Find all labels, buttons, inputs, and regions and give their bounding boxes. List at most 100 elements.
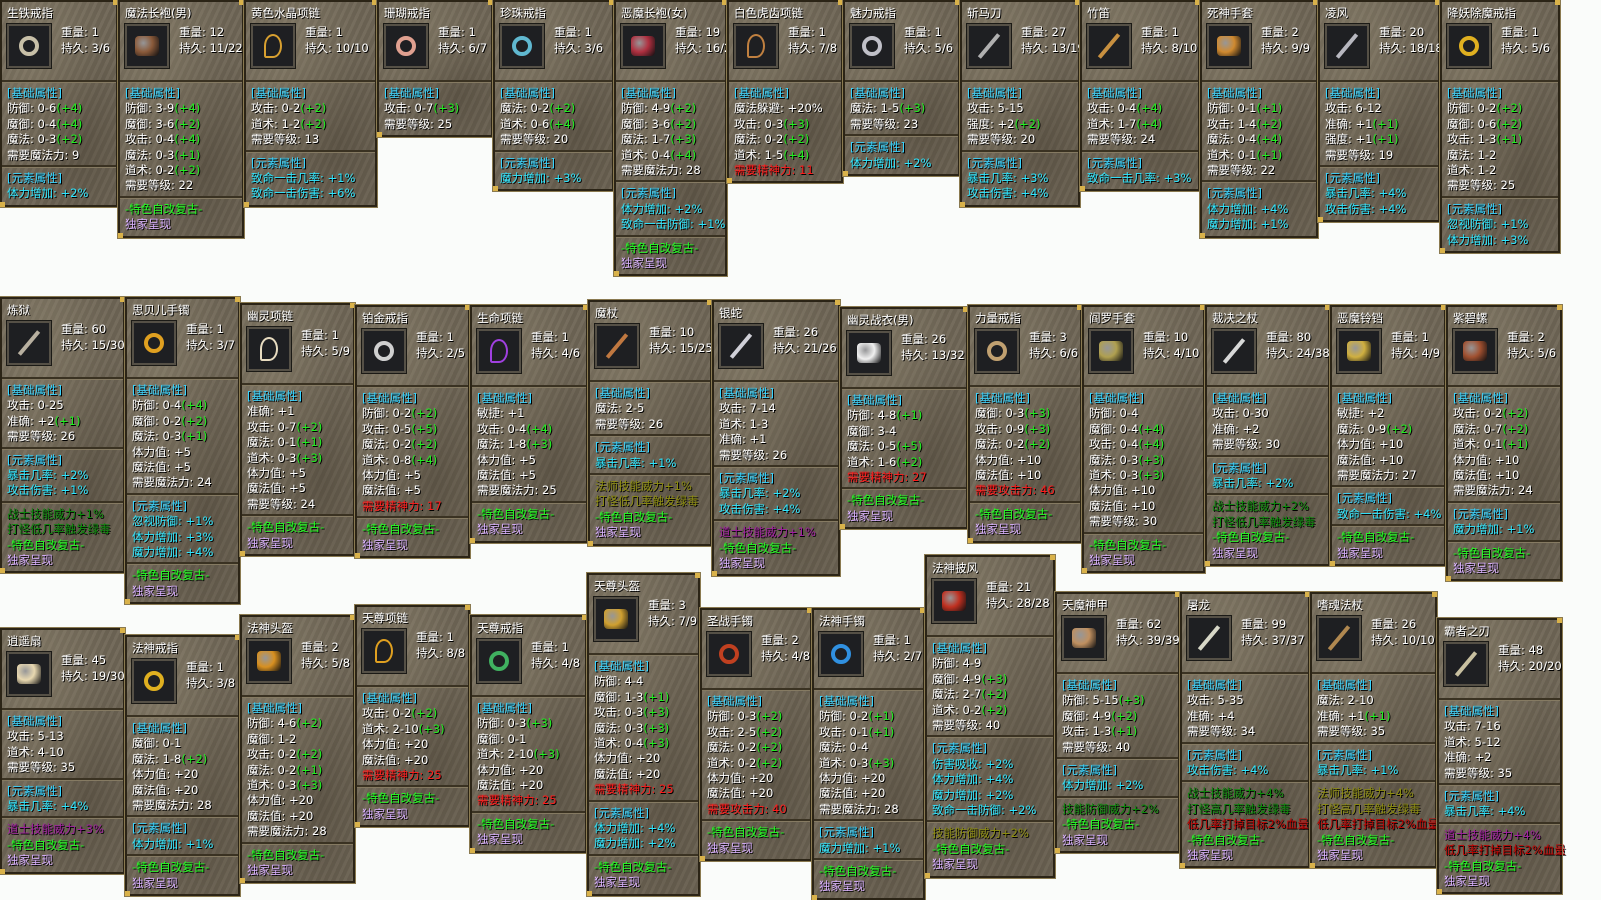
attribute-row: 魔法: 0-9+2 (1337, 422, 1440, 437)
exclusive-tag: 独家呈现 (362, 537, 408, 552)
attribute-row: 魔御: 0-4+4 (1089, 422, 1199, 437)
divider (845, 80, 958, 83)
attribute-row: 魔法: 0-2+2 (362, 437, 464, 452)
item-stats: 重量: 27 持久: 13/19 (1021, 25, 1085, 57)
element-attributes-header: [元素属性] (251, 155, 306, 170)
attribute-row: 攻击: 5-15 (967, 101, 1024, 116)
durability-value: 5/9 (331, 344, 351, 358)
weight-value: 1 (561, 330, 569, 344)
attribute-label: 体力值 (477, 762, 512, 777)
fang-necklace-icon (260, 337, 278, 361)
attribute-value: +20 (289, 808, 314, 823)
attribute-value: +5 (519, 452, 536, 467)
requirement-value: 26 (60, 429, 76, 444)
attribute-label: 攻击 (1444, 719, 1467, 734)
exclusive-tag: 独家呈现 (1089, 553, 1135, 568)
durability-value: 2/7 (903, 649, 923, 663)
attribute-label: 魔法值 (247, 481, 282, 496)
divider (2, 500, 123, 504)
item-icon-slot (476, 638, 522, 684)
element-row: 攻击伤害: +4% (719, 501, 801, 516)
attribute-value: 2-7 (962, 687, 982, 702)
weight-value: 19 (705, 25, 721, 39)
durability-value: 4/10 (1173, 346, 1200, 360)
requirement-value: 30 (1142, 514, 1158, 529)
attribute-value: 1-2 (1477, 163, 1497, 178)
attribute-row: 准确: +1 (719, 432, 767, 447)
element-value: +2% (985, 756, 1014, 771)
durability-row: 持久: 5/6 (904, 41, 954, 55)
element-value: +2% (674, 201, 703, 216)
element-value: +3% (1020, 171, 1049, 186)
blade-icon (977, 33, 1001, 59)
attribute-row: 魔法: 0-2+1 (247, 763, 349, 778)
attribute-row: 魔御: 0-4+4 (7, 117, 112, 132)
attribute-row: 魔法值: +20 (594, 766, 661, 781)
attribute-row: 道术: 0-2+2 (707, 756, 806, 771)
attribute-bonus: +4 (56, 117, 82, 131)
attribute-bonus: +1 (54, 414, 80, 428)
item-tooltip: 银蛇 重量: 26 持久: 21/26 [基础属性] 攻击: 7-14 道术: 1-3 准确… (711, 298, 841, 578)
weight-value: 1 (1171, 25, 1179, 39)
element-value: +2% (985, 787, 1014, 802)
element-value: +1% (648, 455, 677, 470)
custom-tag: -特色自改复古- (132, 860, 210, 875)
attribute-row: 攻击: 0-7+2 (247, 420, 349, 435)
element-value: +4% (1260, 201, 1289, 216)
durability-row: 持久: 13/19 (1021, 41, 1085, 55)
item-icon-slot (131, 320, 177, 366)
divider (242, 841, 353, 845)
attribute-value: 7-14 (749, 401, 776, 416)
divider (616, 180, 725, 184)
attribute-value: 0-4 (1117, 101, 1137, 116)
attribute-label: 道术 (1447, 163, 1470, 178)
attribute-value: 1-2 (1477, 147, 1497, 162)
durability-row: 持久: 4/9 (1391, 346, 1441, 360)
attribute-row: 魔法躲避: +20% (734, 101, 823, 116)
element-value: +3% (1163, 171, 1192, 186)
requirement-value: 28 (312, 824, 327, 839)
item-name: 铂金戒指 (362, 311, 408, 325)
weight-row: 重量: 1 (788, 25, 826, 39)
element-label: 体力增加 (621, 201, 667, 216)
element-row: 体力增加: +2% (621, 201, 703, 216)
attribute-value: 0-3 (624, 705, 644, 720)
element-row: 魔力增加: +1% (819, 840, 901, 855)
item-stats: 重量: 1 持久: 5/6 (904, 25, 953, 57)
attribute-label: 魔法 (595, 401, 618, 416)
attribute-label: 道术 (707, 755, 730, 770)
attribute-value: 1-3 (749, 416, 769, 431)
weight-row: 重量: 27 (1021, 25, 1067, 39)
attribute-label: 体力值 (132, 444, 167, 459)
element-label: 暴击几率 (7, 468, 53, 483)
weight-value: 3 (678, 598, 686, 612)
requirement-label: 需要精神力 (847, 470, 905, 485)
attribute-bonus: +4 (526, 422, 552, 436)
weight-value: 12 (209, 25, 225, 39)
attribute-value: 4-9 (962, 656, 982, 671)
durability-label: 持久 (1141, 41, 1164, 55)
attribute-row: 防御: 0-4 (1089, 406, 1139, 421)
exclusive-tag: 独家呈现 (819, 879, 865, 894)
weight-row: 重量: 80 (1266, 330, 1312, 344)
special-effect: 低几率打掉目标2%血量 (1187, 817, 1309, 832)
custom-tag: -特色自改复古- (1337, 530, 1415, 545)
attribute-bonus: +2 (756, 709, 782, 723)
item-header: 重量: 1 持久: 3/7 (131, 319, 235, 375)
attribute-row: 攻击: 6-12 (1325, 101, 1382, 116)
item-tooltip: 霸者之刃 重量: 48 持久: 20/20 [基础属性] 攻击: 7-16 道术: 5-1… (1436, 616, 1566, 896)
attribute-label: 攻击 (1187, 693, 1210, 708)
element-row: 忽视防御: +1% (132, 514, 214, 529)
attribute-row: 准确: +1+1 (1317, 709, 1431, 724)
weight-label: 重量 (61, 322, 84, 336)
attribute-label: 攻击 (247, 419, 270, 434)
attribute-row: 魔法值: +5 (362, 483, 421, 498)
element-attributes-header: [元素属性] (932, 741, 987, 756)
element-attributes-header: [元素属性] (1187, 747, 1242, 762)
requirement-value: 40 (985, 718, 1001, 733)
attribute-bonus: +2 (411, 437, 437, 451)
attribute-label: 准确 (1317, 708, 1340, 723)
